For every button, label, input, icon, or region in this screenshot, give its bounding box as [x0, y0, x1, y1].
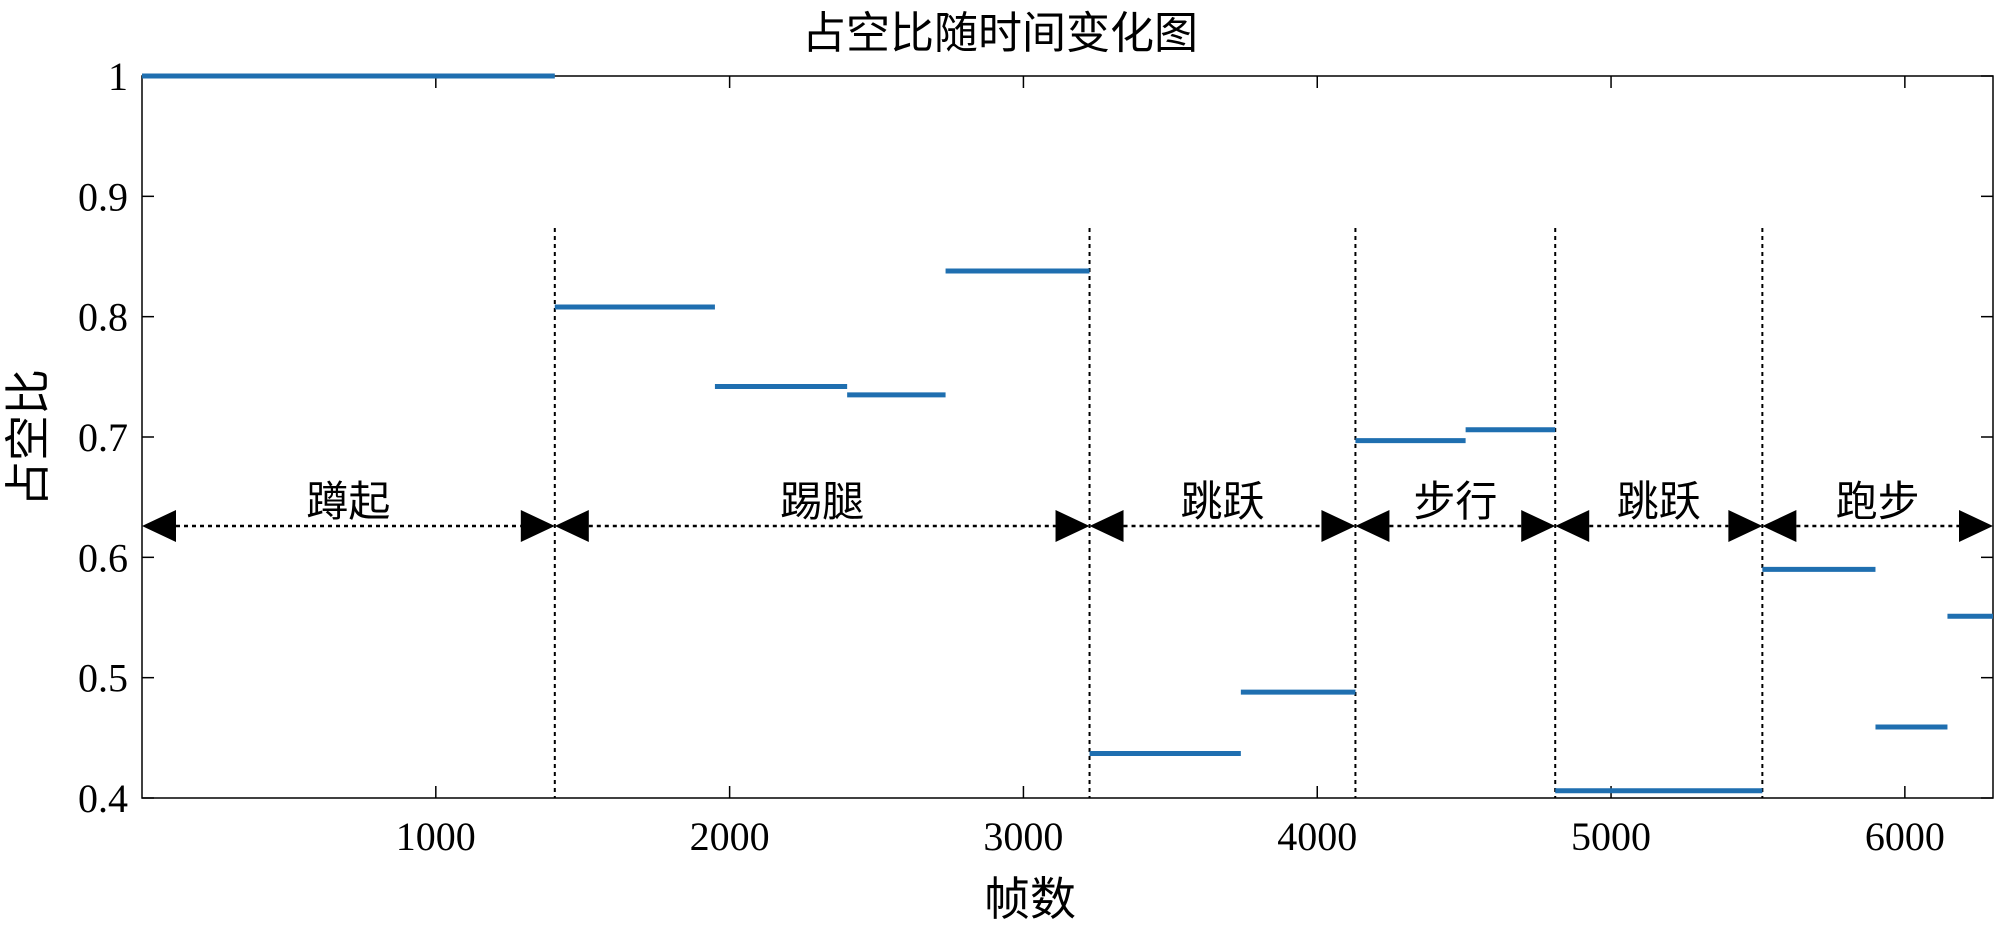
phase-arrow-head-left	[1089, 510, 1124, 543]
x-tick-label: 4000	[1277, 814, 1357, 859]
phase-arrow-head-right	[520, 510, 555, 543]
phase-arrow-head-left	[142, 510, 176, 543]
x-tick-label: 6000	[1865, 814, 1945, 859]
phase-label: 步行	[1413, 480, 1497, 526]
x-axis-label: 帧数	[984, 874, 1076, 922]
x-tick-label: 5000	[1571, 814, 1651, 859]
chart-title: 占空比随时间变化图	[802, 9, 1198, 58]
y-tick-label: 0.7	[78, 415, 128, 460]
phase-arrow-head-right	[1959, 510, 1993, 543]
y-axis-label: 占空比	[3, 369, 54, 507]
x-tick-label: 3000	[983, 814, 1063, 859]
phase-arrow-head-right	[1521, 510, 1556, 543]
phase-label: 跳跃	[1617, 480, 1701, 526]
plot-frame	[141, 75, 1994, 799]
phase-label: 跳跃	[1180, 480, 1264, 526]
y-tick-label: 0.6	[78, 535, 128, 580]
x-tick-label: 1000	[396, 814, 476, 859]
phase-arrow-head-left	[554, 510, 589, 543]
y-tick-label: 0.9	[78, 174, 128, 219]
phase-arrow-head-right	[1055, 510, 1090, 543]
phase-arrow-head-left	[1762, 510, 1797, 543]
phase-arrow-head-right	[1728, 510, 1763, 543]
phase-arrow-head-left	[1555, 510, 1590, 543]
chart-marks: 1000 2000 3000 4000 5000 6000 0.4 0.5 0.6 0.7 0.8 0…	[78, 54, 1994, 859]
phase-label: 蹲起	[306, 480, 390, 526]
phase-label: 跑步	[1836, 480, 1920, 526]
x-tick-label: 2000	[690, 814, 770, 859]
phase-label: 踢腿	[780, 480, 864, 526]
y-tick-label: 0.4	[78, 776, 128, 821]
y-tick-label: 0.8	[78, 295, 128, 340]
y-tick-label: 1	[108, 54, 128, 99]
phase-arrow-head-right	[1321, 510, 1356, 543]
y-tick-label: 0.5	[78, 656, 128, 701]
phase-arrow-head-left	[1355, 510, 1390, 543]
